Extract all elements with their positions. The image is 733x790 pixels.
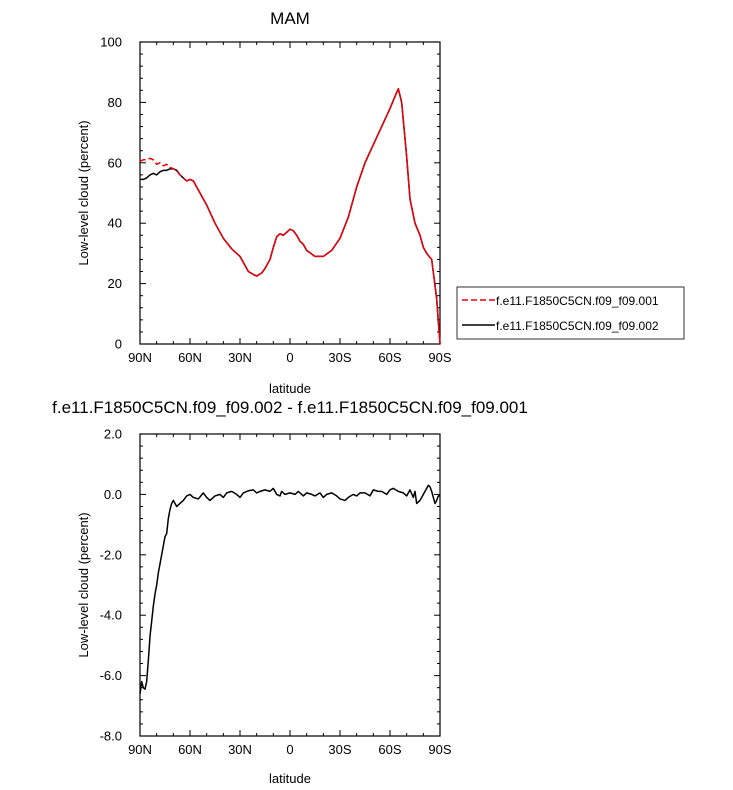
top-series-line-2: [140, 88, 441, 345]
x-tick-label: 90S: [428, 350, 451, 365]
y-tick-label: 0: [115, 337, 122, 352]
x-tick-label: 30S: [328, 350, 351, 365]
y-tick-label: -4.0: [100, 608, 122, 623]
top-series-line-1-dashed-segment: [139, 157, 188, 182]
y-tick-label: -6.0: [100, 668, 122, 683]
x-tick-label: 0: [286, 742, 293, 757]
bottom-chart-title: f.e11.F1850C5CN.f09_f09.002 - f.e11.F185…: [52, 398, 528, 417]
x-tick-label: 60S: [378, 350, 401, 365]
y-tick-label: 20: [108, 276, 122, 291]
top-series-lines: [139, 88, 441, 345]
top-legend: f.e11.F1850C5CN.f09_f09.001 f.e11.F1850C…: [456, 286, 685, 340]
legend-box: [456, 286, 685, 340]
x-tick-label: 30N: [228, 350, 252, 365]
y-tick-label: 40: [108, 216, 122, 231]
bottom-plot-frame: [139, 433, 441, 737]
bottom-panel: f.e11.F1850C5CN.f09_f09.002 - f.e11.F185…: [52, 398, 528, 786]
y-tick-label: 80: [108, 95, 122, 110]
top-chart-title: MAM: [270, 9, 310, 28]
y-tick-label: 2.0: [104, 427, 122, 442]
top-series-line-1-overlap-segment: [186, 88, 441, 345]
x-tick-label: 60N: [178, 742, 202, 757]
y-tick-label: -8.0: [100, 729, 122, 744]
y-tick-label: 100: [100, 35, 122, 50]
x-tick-label: 90N: [128, 350, 152, 365]
x-tick-label: 60S: [378, 742, 401, 757]
top-panel: MAM 90N 60N 30N 0 30S 60S 90S 0 20 40 60 80 100 lati…: [76, 9, 685, 396]
top-axis-ticks: 90N 60N 30N 0 30S 60S 90S 0 20 40 60 80 100: [100, 35, 452, 366]
top-x-axis-label: latitude: [269, 381, 311, 396]
x-tick-label: 60N: [178, 350, 202, 365]
legend-label-series-1: f.e11.F1850C5CN.f09_f09.001: [496, 294, 659, 308]
bottom-x-axis-label: latitude: [269, 771, 311, 786]
bottom-series-lines: [139, 484, 440, 694]
y-tick-label: 60: [108, 155, 122, 170]
top-y-axis-label: Low-level cloud (percent): [76, 120, 91, 265]
x-tick-label: 90S: [428, 742, 451, 757]
bottom-series-line-1: [139, 484, 440, 694]
x-tick-label: 30N: [228, 742, 252, 757]
x-tick-label: 90N: [128, 742, 152, 757]
x-tick-label: 30S: [328, 742, 351, 757]
bottom-y-axis-label: Low-level cloud (percent): [76, 512, 91, 657]
x-tick-label: 0: [286, 350, 293, 365]
bottom-axis-ticks: 90N 60N 30N 0 30S 60S 90S -8.0 -6.0 -4.0 -2.0 0.0 2.…: [100, 427, 452, 758]
y-tick-label: -2.0: [100, 547, 122, 562]
top-plot-frame: [139, 41, 441, 345]
legend-label-series-2: f.e11.F1850C5CN.f09_f09.002: [496, 319, 659, 333]
y-tick-label: 0.0: [104, 487, 122, 502]
